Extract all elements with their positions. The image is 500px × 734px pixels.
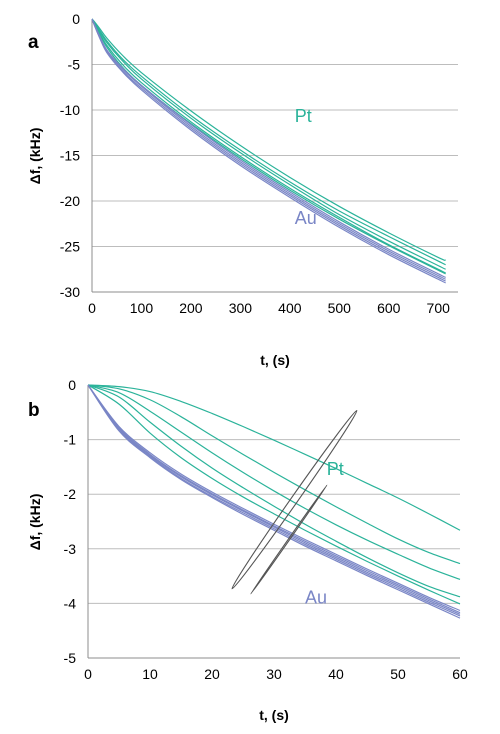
panel-b-y-tick-label: -5 (64, 650, 77, 666)
panel-a: a 0 -5 -10 -15 -20 -25 -30 0 100 200 300 400 500 600 7… (27, 11, 458, 368)
panel-a-y-tick-label: -30 (60, 284, 80, 300)
panel-b-series-au-6 (87, 384, 461, 612)
panel-b-annotation-pt: Pt (327, 459, 344, 479)
panel-b-x-tick-label: 60 (452, 666, 468, 682)
panel-b: b 0 -1 -2 -3 -4 -5 0 10 20 30 40 50 60 Pt Au t, (s) Δ… (27, 377, 468, 723)
panel-b-y-tick-label: 0 (68, 377, 76, 393)
panel-a-x-tick-label: 100 (130, 300, 154, 316)
panel-a-series-pt-1 (91, 18, 446, 266)
panel-a-x-tick-label: 400 (278, 300, 302, 316)
panel-a-x-tick-label: 300 (229, 300, 253, 316)
panel-a-annotation-pt: Pt (295, 106, 312, 126)
panel-a-series-au-7 (91, 18, 446, 280)
panel-a-x-tick-label: 0 (88, 300, 96, 316)
panel-b-x-tick-label: 20 (204, 666, 220, 682)
panel-a-y-tick-label: -20 (60, 193, 80, 209)
panel-a-series-pt-5 (91, 18, 446, 275)
panel-b-series-pt-3 (87, 384, 461, 580)
panel-a-y-tick-label: -15 (60, 148, 80, 164)
panel-a-series-pt-4 (91, 18, 446, 261)
panel-b-series (87, 384, 461, 619)
panel-a-x-tick-label: 200 (179, 300, 203, 316)
panel-b-x-tick-label: 50 (390, 666, 406, 682)
panel-b-y-tick-label: -4 (64, 595, 77, 611)
panel-b-series-au-9 (87, 384, 461, 617)
panel-b-annotation-au: Au (305, 587, 327, 607)
panel-b-y-tick-label: -1 (64, 432, 77, 448)
panel-a-y-tick-label: -10 (60, 102, 80, 118)
panel-a-y-axis-title: Δf, (kHz) (27, 128, 43, 185)
panel-b-series-pt-2 (87, 384, 461, 565)
panel-b-x-tick-label: 0 (84, 666, 92, 682)
panel-b-x-tick-label: 30 (266, 666, 282, 682)
panel-a-y-tick-label: -25 (60, 239, 80, 255)
panel-a-x-tick-label: 500 (328, 300, 352, 316)
panel-b-series-au-10 (87, 384, 461, 619)
panel-a-y-tick-label: -5 (68, 57, 81, 73)
panel-b-x-tick-label: 40 (328, 666, 344, 682)
panel-b-annotations: Pt Au (305, 459, 344, 607)
panel-a-series-au-9 (91, 18, 446, 284)
panel-b-series-pt-1 (87, 384, 461, 531)
panel-b-x-tick-label: 10 (142, 666, 158, 682)
panel-b-tick-labels: 0 -1 -2 -3 -4 -5 0 10 20 30 40 50 60 (64, 377, 468, 682)
panel-a-annotation-au: Au (295, 208, 317, 228)
panel-a-x-axis-title: t, (s) (260, 352, 290, 368)
panel-b-axes (87, 385, 460, 659)
panel-b-x-axis-title: t, (s) (259, 707, 289, 723)
panel-a-x-tick-label: 700 (427, 300, 451, 316)
panel-a-series (91, 18, 446, 284)
panel-b-ellipse-au (250, 484, 328, 595)
panel-b-series-pt-5 (87, 384, 461, 605)
panel-b-y-axis-title: Δf, (kHz) (27, 494, 43, 551)
panel-a-y-tick-label: 0 (72, 11, 80, 27)
panel-b-series-au-7 (87, 384, 461, 614)
panel-b-ellipse-pt (231, 409, 358, 590)
panel-a-series-au-8 (91, 18, 446, 282)
panel-a-x-tick-label: 600 (377, 300, 401, 316)
panel-label-a: a (28, 32, 39, 53)
panel-a-axes (91, 19, 458, 293)
panel-b-series-pt-4 (87, 384, 461, 598)
panel-label-b: b (28, 400, 40, 421)
panel-a-series-pt-2 (91, 18, 446, 270)
panel-b-y-tick-label: -2 (64, 486, 77, 502)
panel-b-ellipses (231, 409, 358, 595)
panel-b-series-au-8 (87, 384, 461, 615)
panel-b-y-tick-label: -3 (64, 541, 77, 557)
panel-a-annotations: Pt Au (295, 106, 317, 228)
panel-a-tick-labels: 0 -5 -10 -15 -20 -25 -30 0 100 200 300 400 500 600 700 (60, 11, 450, 316)
